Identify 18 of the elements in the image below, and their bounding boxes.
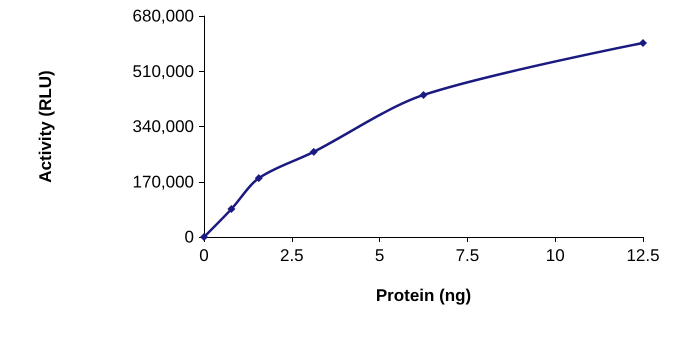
point bbox=[639, 38, 647, 47]
y-tick-label: 0 bbox=[184, 228, 194, 246]
x-tick-label: 2.5 bbox=[280, 246, 304, 265]
y-tick-label: 170,000 bbox=[132, 172, 194, 192]
y-tick-label: 340,000 bbox=[132, 117, 194, 136]
x-tick-label: 10 bbox=[546, 246, 565, 265]
point bbox=[254, 174, 263, 182]
x-axis-title: Protein (ng) bbox=[376, 286, 472, 305]
y-tick-label: 510,000 bbox=[132, 62, 194, 81]
y-axis-title: Activity (RLU) bbox=[36, 70, 55, 183]
x-tick-label: 12.5 bbox=[626, 246, 660, 265]
point bbox=[420, 90, 428, 99]
x-tick-label: 5 bbox=[374, 246, 384, 265]
y-tick-label: 680,000 bbox=[132, 6, 194, 26]
point bbox=[227, 205, 236, 214]
x-tick-label: 7.5 bbox=[456, 246, 480, 265]
x-tick-label: 0 bbox=[199, 246, 209, 265]
point bbox=[310, 148, 318, 156]
